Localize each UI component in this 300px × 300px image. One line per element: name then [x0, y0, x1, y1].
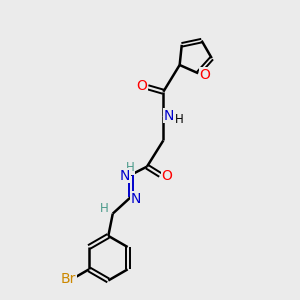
Text: H: H — [126, 161, 134, 174]
Text: O: O — [136, 79, 147, 93]
Text: O: O — [199, 68, 210, 82]
Text: Br: Br — [61, 272, 76, 286]
Text: O: O — [161, 169, 172, 184]
Text: N: N — [131, 192, 141, 206]
Text: N: N — [164, 109, 174, 122]
Text: H: H — [175, 113, 184, 126]
Text: H: H — [100, 202, 108, 215]
Text: N: N — [120, 169, 130, 183]
